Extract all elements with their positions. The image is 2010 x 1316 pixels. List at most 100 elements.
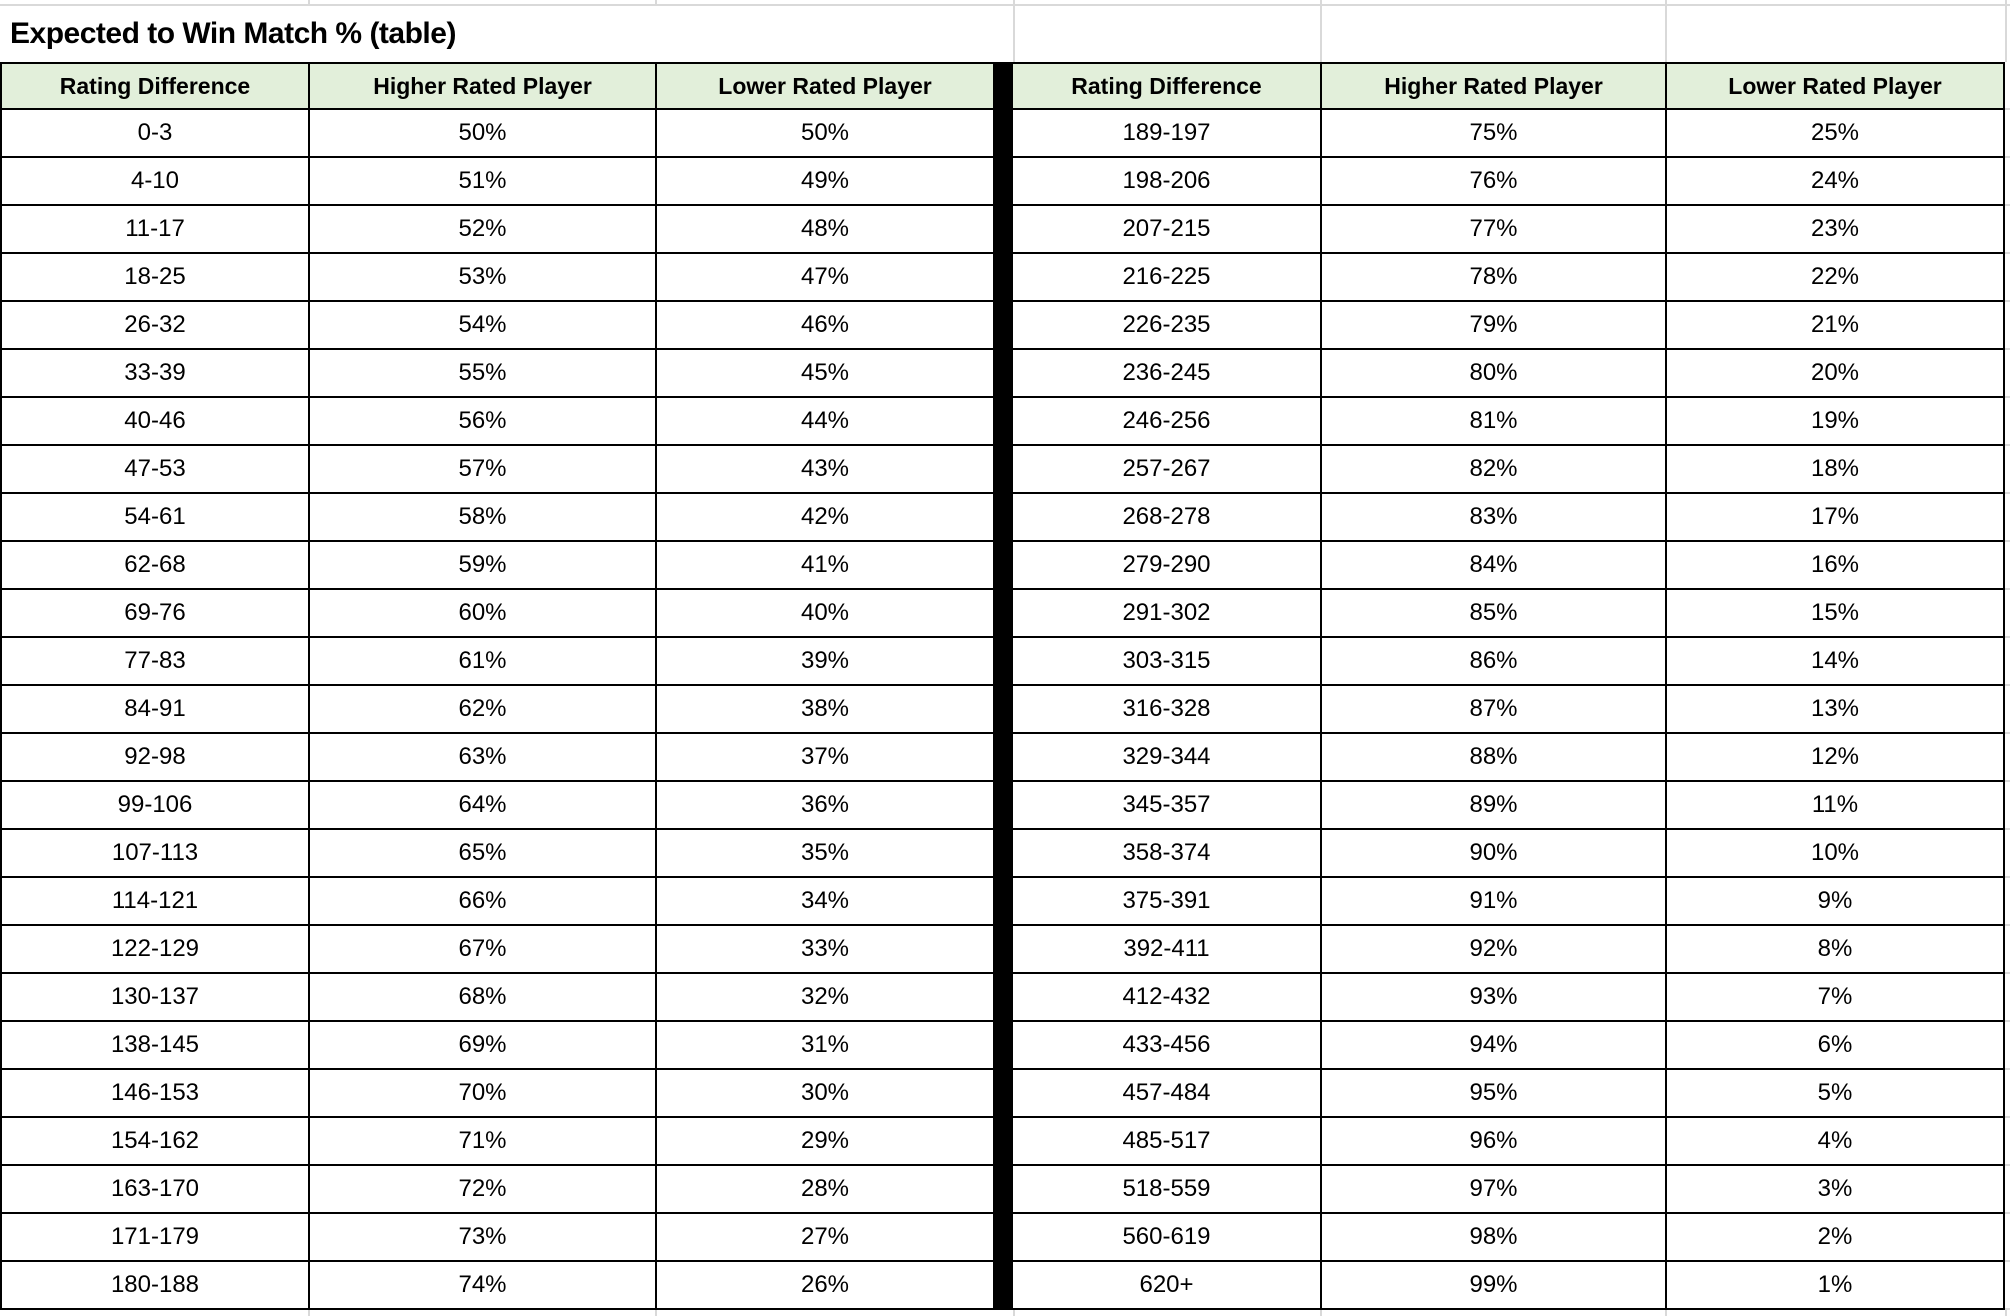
table-cell[interactable]: 73%: [310, 1214, 655, 1260]
table-cell[interactable]: 62%: [310, 686, 655, 732]
table-cell[interactable]: 64%: [310, 782, 655, 828]
table-cell[interactable]: 146-153: [2, 1070, 308, 1116]
table-cell[interactable]: 15%: [1667, 590, 2003, 636]
table-cell[interactable]: 71%: [310, 1118, 655, 1164]
table-cell[interactable]: 26%: [657, 1262, 993, 1308]
header-cell-rating-difference[interactable]: Rating Difference: [2, 64, 308, 108]
table-cell[interactable]: 236-245: [1013, 350, 1320, 396]
table-cell[interactable]: 80%: [1322, 350, 1665, 396]
table-cell[interactable]: 345-357: [1013, 782, 1320, 828]
table-cell[interactable]: 91%: [1322, 878, 1665, 924]
table-cell[interactable]: 67%: [310, 926, 655, 972]
table-cell[interactable]: 154-162: [2, 1118, 308, 1164]
table-cell[interactable]: 31%: [657, 1022, 993, 1068]
table-cell[interactable]: 33-39: [2, 350, 308, 396]
table-cell[interactable]: 18-25: [2, 254, 308, 300]
table-cell[interactable]: 66%: [310, 878, 655, 924]
table-cell[interactable]: 4%: [1667, 1118, 2003, 1164]
table-cell[interactable]: 82%: [1322, 446, 1665, 492]
table-cell[interactable]: 72%: [310, 1166, 655, 1212]
table-cell[interactable]: 620+: [1013, 1262, 1320, 1308]
table-cell[interactable]: 43%: [657, 446, 993, 492]
table-cell[interactable]: 138-145: [2, 1022, 308, 1068]
table-cell[interactable]: 61%: [310, 638, 655, 684]
table-cell[interactable]: 279-290: [1013, 542, 1320, 588]
table-cell[interactable]: 40-46: [2, 398, 308, 444]
table-cell[interactable]: 7%: [1667, 974, 2003, 1020]
table-cell[interactable]: 303-315: [1013, 638, 1320, 684]
table-cell[interactable]: 40%: [657, 590, 993, 636]
table-cell[interactable]: 8%: [1667, 926, 2003, 972]
table-cell[interactable]: 99%: [1322, 1262, 1665, 1308]
table-cell[interactable]: 30%: [657, 1070, 993, 1116]
table-cell[interactable]: 58%: [310, 494, 655, 540]
table-cell[interactable]: 375-391: [1013, 878, 1320, 924]
table-cell[interactable]: 52%: [310, 206, 655, 252]
table-cell[interactable]: 33%: [657, 926, 993, 972]
table-cell[interactable]: 22%: [1667, 254, 2003, 300]
table-cell[interactable]: 433-456: [1013, 1022, 1320, 1068]
table-cell[interactable]: 163-170: [2, 1166, 308, 1212]
table-cell[interactable]: 90%: [1322, 830, 1665, 876]
table-cell[interactable]: 16%: [1667, 542, 2003, 588]
table-cell[interactable]: 10%: [1667, 830, 2003, 876]
header-cell-lower-rated-player[interactable]: Lower Rated Player: [1667, 64, 2003, 108]
table-cell[interactable]: 54%: [310, 302, 655, 348]
table-cell[interactable]: 14%: [1667, 638, 2003, 684]
table-cell[interactable]: 87%: [1322, 686, 1665, 732]
table-cell[interactable]: 48%: [657, 206, 993, 252]
table-cell[interactable]: 86%: [1322, 638, 1665, 684]
table-cell[interactable]: 47%: [657, 254, 993, 300]
table-cell[interactable]: 42%: [657, 494, 993, 540]
table-cell[interactable]: 35%: [657, 830, 993, 876]
table-cell[interactable]: 49%: [657, 158, 993, 204]
table-cell[interactable]: 27%: [657, 1214, 993, 1260]
table-cell[interactable]: 246-256: [1013, 398, 1320, 444]
table-cell[interactable]: 37%: [657, 734, 993, 780]
table-cell[interactable]: 92-98: [2, 734, 308, 780]
table-cell[interactable]: 316-328: [1013, 686, 1320, 732]
table-cell[interactable]: 56%: [310, 398, 655, 444]
table-cell[interactable]: 94%: [1322, 1022, 1665, 1068]
table-cell[interactable]: 17%: [1667, 494, 2003, 540]
table-cell[interactable]: 54-61: [2, 494, 308, 540]
table-cell[interactable]: 77-83: [2, 638, 308, 684]
table-cell[interactable]: 51%: [310, 158, 655, 204]
table-cell[interactable]: 0-3: [2, 110, 308, 156]
table-cell[interactable]: 63%: [310, 734, 655, 780]
table-cell[interactable]: 57%: [310, 446, 655, 492]
table-cell[interactable]: 560-619: [1013, 1214, 1320, 1260]
table-cell[interactable]: 69%: [310, 1022, 655, 1068]
table-cell[interactable]: 55%: [310, 350, 655, 396]
table-cell[interactable]: 84%: [1322, 542, 1665, 588]
table-cell[interactable]: 412-432: [1013, 974, 1320, 1020]
table-cell[interactable]: 358-374: [1013, 830, 1320, 876]
table-cell[interactable]: 171-179: [2, 1214, 308, 1260]
table-cell[interactable]: 46%: [657, 302, 993, 348]
table-cell[interactable]: 18%: [1667, 446, 2003, 492]
table-cell[interactable]: 19%: [1667, 398, 2003, 444]
table-cell[interactable]: 207-215: [1013, 206, 1320, 252]
table-cell[interactable]: 79%: [1322, 302, 1665, 348]
table-cell[interactable]: 13%: [1667, 686, 2003, 732]
table-cell[interactable]: 68%: [310, 974, 655, 1020]
header-cell-rating-difference[interactable]: Rating Difference: [1013, 64, 1320, 108]
table-cell[interactable]: 107-113: [2, 830, 308, 876]
table-cell[interactable]: 25%: [1667, 110, 2003, 156]
table-cell[interactable]: 457-484: [1013, 1070, 1320, 1116]
table-cell[interactable]: 88%: [1322, 734, 1665, 780]
table-cell[interactable]: 23%: [1667, 206, 2003, 252]
table-cell[interactable]: 1%: [1667, 1262, 2003, 1308]
table-cell[interactable]: 29%: [657, 1118, 993, 1164]
table-cell[interactable]: 65%: [310, 830, 655, 876]
table-cell[interactable]: 12%: [1667, 734, 2003, 780]
table-cell[interactable]: 62-68: [2, 542, 308, 588]
table-cell[interactable]: 189-197: [1013, 110, 1320, 156]
table-cell[interactable]: 92%: [1322, 926, 1665, 972]
table-cell[interactable]: 2%: [1667, 1214, 2003, 1260]
table-cell[interactable]: 44%: [657, 398, 993, 444]
table-cell[interactable]: 28%: [657, 1166, 993, 1212]
table-cell[interactable]: 198-206: [1013, 158, 1320, 204]
table-cell[interactable]: 34%: [657, 878, 993, 924]
table-cell[interactable]: 39%: [657, 638, 993, 684]
